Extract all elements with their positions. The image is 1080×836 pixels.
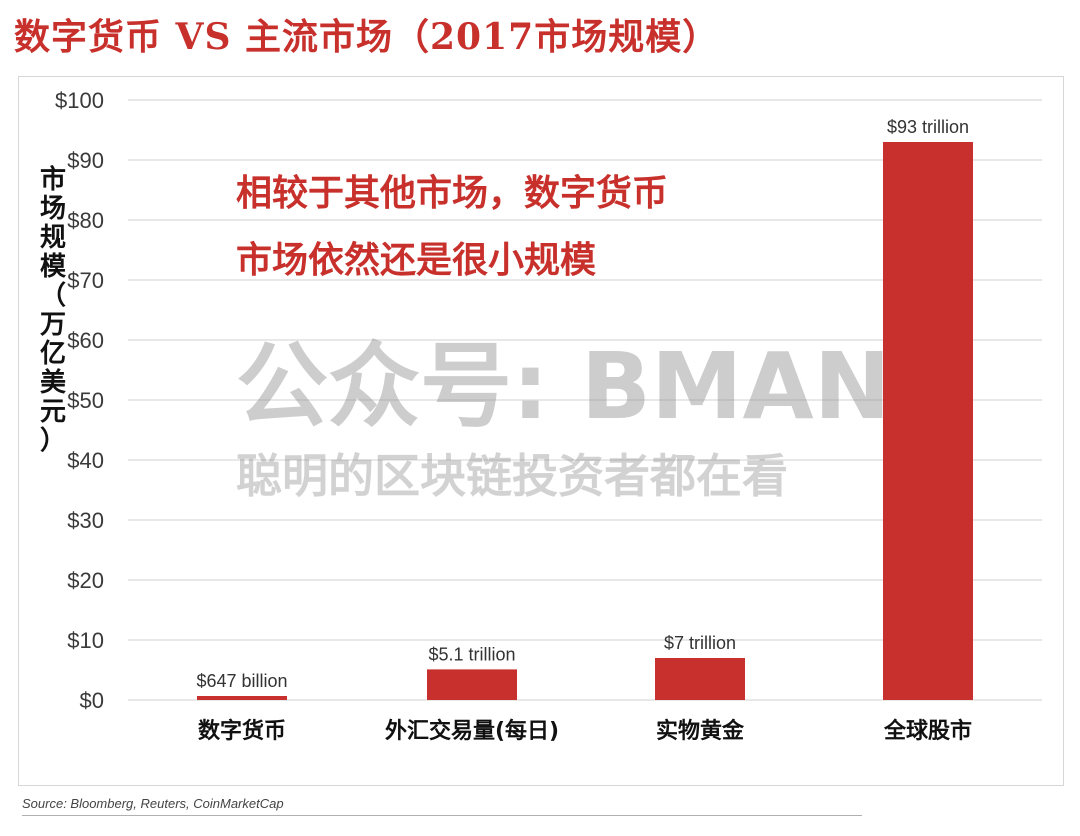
x-axis-categories: 数字货币 外汇交易量(每日) 实物黄金 全球股市 — [198, 718, 972, 744]
source-note: Source: Bloomberg, Reuters, CoinMarketCa… — [22, 796, 284, 811]
y-axis-title: 市场规模（万亿美元） — [40, 164, 67, 456]
y-tick-label: $70 — [67, 268, 104, 293]
bar-data-label: $7 trillion — [664, 633, 736, 653]
y-tick-label: $50 — [67, 388, 104, 413]
chart-frame — [18, 76, 1064, 786]
y-axis-label: 市场规模（万亿美元） — [40, 164, 67, 456]
bar — [655, 658, 745, 700]
annotation: 相较于其他市场，数字货币 市场依然还是很小规模 — [236, 172, 668, 281]
x-category-label: 实物黄金 — [656, 718, 745, 744]
watermark-main: 公众号: BMAN — [236, 333, 891, 440]
watermark: 公众号: BMAN 聪明的区块链投资者都在看 — [236, 333, 891, 503]
y-axis-ticks: $0 $10 $20 $30 $40 $50 $60 $70 $80 $90 $100 — [55, 88, 104, 713]
bars — [197, 142, 973, 700]
bar-data-label: $93 trillion — [887, 117, 969, 137]
chart-title: 数字货币 VS 主流市场（2017市场规模） — [14, 16, 720, 58]
data-labels: $647 billion $5.1 trillion $7 trillion $93 … — [196, 117, 969, 691]
y-tick-label: $60 — [67, 328, 104, 353]
y-tick-label: $90 — [67, 148, 104, 173]
y-tick-label: $20 — [67, 568, 104, 593]
y-tick-label: $10 — [67, 628, 104, 653]
bar — [883, 142, 973, 700]
y-tick-label: $0 — [80, 688, 104, 713]
x-category-label: 全球股市 — [883, 718, 972, 744]
y-tick-label: $40 — [67, 448, 104, 473]
bar — [197, 696, 287, 700]
y-tick-label: $100 — [55, 88, 104, 113]
watermark-sub: 聪明的区块链投资者都在看 — [236, 449, 788, 503]
annotation-line-1: 相较于其他市场，数字货币 — [236, 172, 668, 214]
bar-data-label: $647 billion — [196, 671, 287, 691]
y-tick-label: $30 — [67, 508, 104, 533]
x-category-label: 外汇交易量(每日) — [385, 718, 559, 744]
x-category-label: 数字货币 — [198, 718, 286, 744]
bar — [427, 669, 517, 700]
bar-data-label: $5.1 trillion — [428, 644, 515, 664]
annotation-line-2: 市场依然还是很小规模 — [236, 239, 596, 281]
y-tick-label: $80 — [67, 208, 104, 233]
source-divider — [22, 815, 862, 816]
